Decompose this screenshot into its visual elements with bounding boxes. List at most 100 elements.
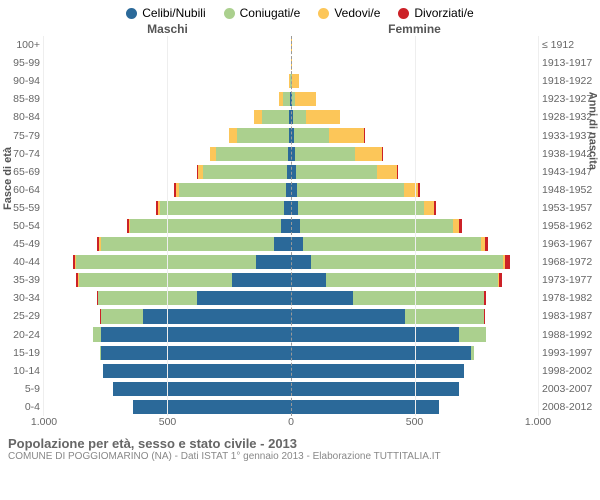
bar-segment (418, 183, 419, 197)
pyramid-male (44, 36, 291, 416)
bar-segment (295, 92, 316, 106)
bar-segment (291, 364, 464, 378)
bar-segment (216, 147, 288, 161)
bar-row-male (44, 145, 291, 163)
y-axis-label-left: Fasce di età (2, 147, 14, 210)
y-tick-right: 1983-1987 (538, 307, 600, 325)
y-tick-left: 75-79 (0, 126, 44, 144)
bar-segment (179, 183, 285, 197)
legend-swatch (224, 8, 235, 19)
legend-item: Celibi/Nubili (126, 6, 205, 20)
bar-segment (291, 382, 459, 396)
bar-row-male (44, 36, 291, 54)
bar-segment (329, 128, 364, 142)
bar-segment (103, 364, 291, 378)
bar-segment (459, 219, 461, 233)
y-tick-left: 45-49 (0, 235, 44, 253)
legend-item: Coniugati/e (224, 6, 301, 20)
bar-segment (298, 201, 424, 215)
legend-item: Divorziati/e (398, 6, 473, 20)
chart-container: { "chart": { "type": "population-pyramid… (0, 0, 600, 500)
bar-row-male (44, 54, 291, 72)
bar-segment (291, 346, 471, 360)
y-tick-left: 80-84 (0, 108, 44, 126)
gridline (43, 36, 44, 416)
center-line (291, 36, 292, 416)
bar-segment (203, 165, 287, 179)
y-tick-left: 20-24 (0, 326, 44, 344)
bar-segment (232, 273, 291, 287)
bar-segment (382, 147, 383, 161)
bar-segment (113, 382, 291, 396)
chart-area: 100+95-9990-9485-8980-8475-7970-7465-696… (0, 36, 600, 416)
bar-segment (130, 219, 281, 233)
y-tick-right: ≤ 1912 (538, 36, 600, 54)
y-tick-right: 1918-1922 (538, 72, 600, 90)
bar-segment (300, 219, 453, 233)
bar-row-male (44, 362, 291, 380)
bar-row-male (44, 398, 291, 416)
header-female: Femmine (291, 22, 538, 36)
bar-segment (262, 110, 289, 124)
bar-segment (79, 273, 232, 287)
bar-segment (405, 309, 484, 323)
bar-row-male (44, 72, 291, 90)
bar-segment (101, 309, 143, 323)
y-tick-right: 1998-2002 (538, 362, 600, 380)
legend-swatch (318, 8, 329, 19)
x-axis: 1.0005000 5001.000 (0, 416, 600, 432)
bar-segment (377, 165, 397, 179)
legend-item: Vedovi/e (318, 6, 380, 20)
bar-segment (295, 147, 354, 161)
y-tick-left: 50-54 (0, 217, 44, 235)
bar-segment (291, 291, 353, 305)
bar-segment (160, 201, 284, 215)
bar-segment (291, 309, 405, 323)
gridline (415, 36, 416, 416)
bar-segment (505, 255, 509, 269)
bar-row-male (44, 344, 291, 362)
caption: Popolazione per età, sesso e stato civil… (0, 432, 600, 462)
y-tick-left: 15-19 (0, 344, 44, 362)
bar-segment (291, 273, 326, 287)
bar-row-male (44, 380, 291, 398)
bar-segment (291, 237, 303, 251)
y-axis-left: 100+95-9990-9485-8980-8475-7970-7465-696… (0, 36, 44, 416)
column-headers: Maschi Femmine (0, 22, 600, 36)
bar-segment (101, 237, 274, 251)
y-tick-right: 1993-1997 (538, 344, 600, 362)
bar-segment (101, 327, 291, 341)
y-tick-right: 1963-1967 (538, 235, 600, 253)
legend-swatch (398, 8, 409, 19)
bar-segment (229, 128, 236, 142)
bar-segment (293, 110, 305, 124)
y-tick-right: 1948-1952 (538, 181, 600, 199)
bar-segment (284, 201, 291, 215)
bar-row-male (44, 199, 291, 217)
y-tick-right: 1978-1982 (538, 289, 600, 307)
bar-segment (326, 273, 499, 287)
header-male: Maschi (44, 22, 291, 36)
y-tick-left: 100+ (0, 36, 44, 54)
bar-segment (291, 219, 300, 233)
y-tick-right: 1968-1972 (538, 253, 600, 271)
bar-segment (237, 128, 289, 142)
bar-segment (283, 92, 290, 106)
bar-segment (297, 183, 403, 197)
y-tick-left: 0-4 (0, 398, 44, 416)
y-tick-left: 90-94 (0, 72, 44, 90)
bar-segment (291, 327, 459, 341)
x-tick: 500 (406, 416, 424, 428)
y-axis-label-right: Anni di nascita (586, 92, 598, 170)
bar-segment (143, 309, 291, 323)
bar-segment (424, 201, 434, 215)
bar-segment (459, 327, 486, 341)
caption-title: Popolazione per età, sesso e stato civil… (8, 436, 592, 451)
bar-segment (256, 255, 291, 269)
bar-row-male (44, 163, 291, 181)
gridline (167, 36, 168, 416)
bar-segment (397, 165, 398, 179)
y-tick-right: 1953-1957 (538, 199, 600, 217)
bar-segment (355, 147, 382, 161)
bar-segment (434, 201, 436, 215)
